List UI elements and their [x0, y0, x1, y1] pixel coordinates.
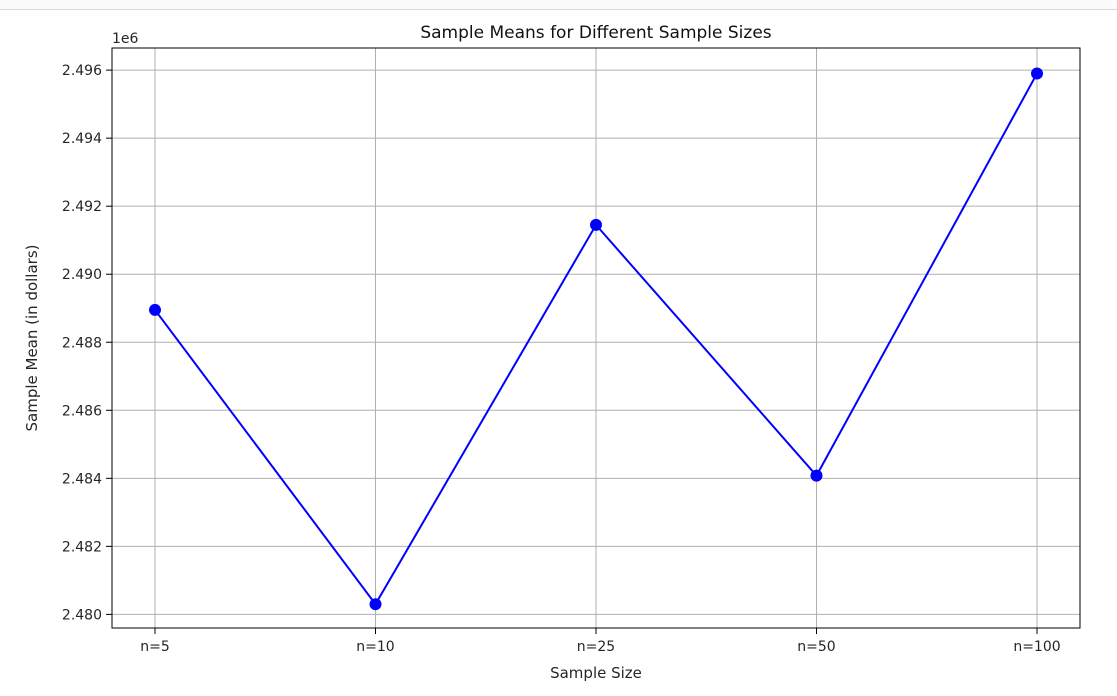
data-point [810, 469, 823, 482]
grid-lines [112, 48, 1080, 628]
x-axis-ticks: n=5 n=10 n=25 n=50 n=100 [140, 628, 1061, 655]
y-axis-label: Sample Mean (in dollars) [23, 244, 41, 431]
x-tick-label: n=25 [577, 639, 615, 655]
y-tick-label: 2.492 [62, 199, 102, 215]
y-tick-label: 2.490 [62, 267, 102, 283]
y-tick-label: 2.482 [62, 539, 102, 555]
y-tick-label: 2.488 [62, 335, 102, 351]
y-tick-label: 2.486 [62, 403, 102, 419]
chart-title: Sample Means for Different Sample Sizes [420, 23, 771, 43]
y-tick-label: 2.494 [62, 131, 102, 147]
y-offset-label: 1e6 [112, 31, 139, 47]
series-layer [149, 67, 1043, 611]
y-axis-ticks: 2.480 2.482 2.484 2.486 2.488 2.490 2.492 2.494… [62, 63, 112, 623]
y-tick-label: 2.496 [62, 63, 102, 79]
notebook-output-border [0, 0, 1117, 10]
y-tick-label: 2.480 [62, 607, 102, 623]
data-point [149, 303, 161, 316]
x-tick-label: n=50 [797, 639, 835, 655]
data-point [590, 218, 602, 231]
x-tick-label: n=5 [140, 639, 170, 655]
x-axis-label: Sample Size [550, 664, 642, 682]
data-point [369, 598, 382, 611]
y-tick-label: 2.484 [62, 471, 102, 487]
x-tick-label: n=100 [1013, 639, 1060, 655]
data-point [1031, 67, 1043, 80]
x-tick-label: n=10 [356, 639, 394, 655]
